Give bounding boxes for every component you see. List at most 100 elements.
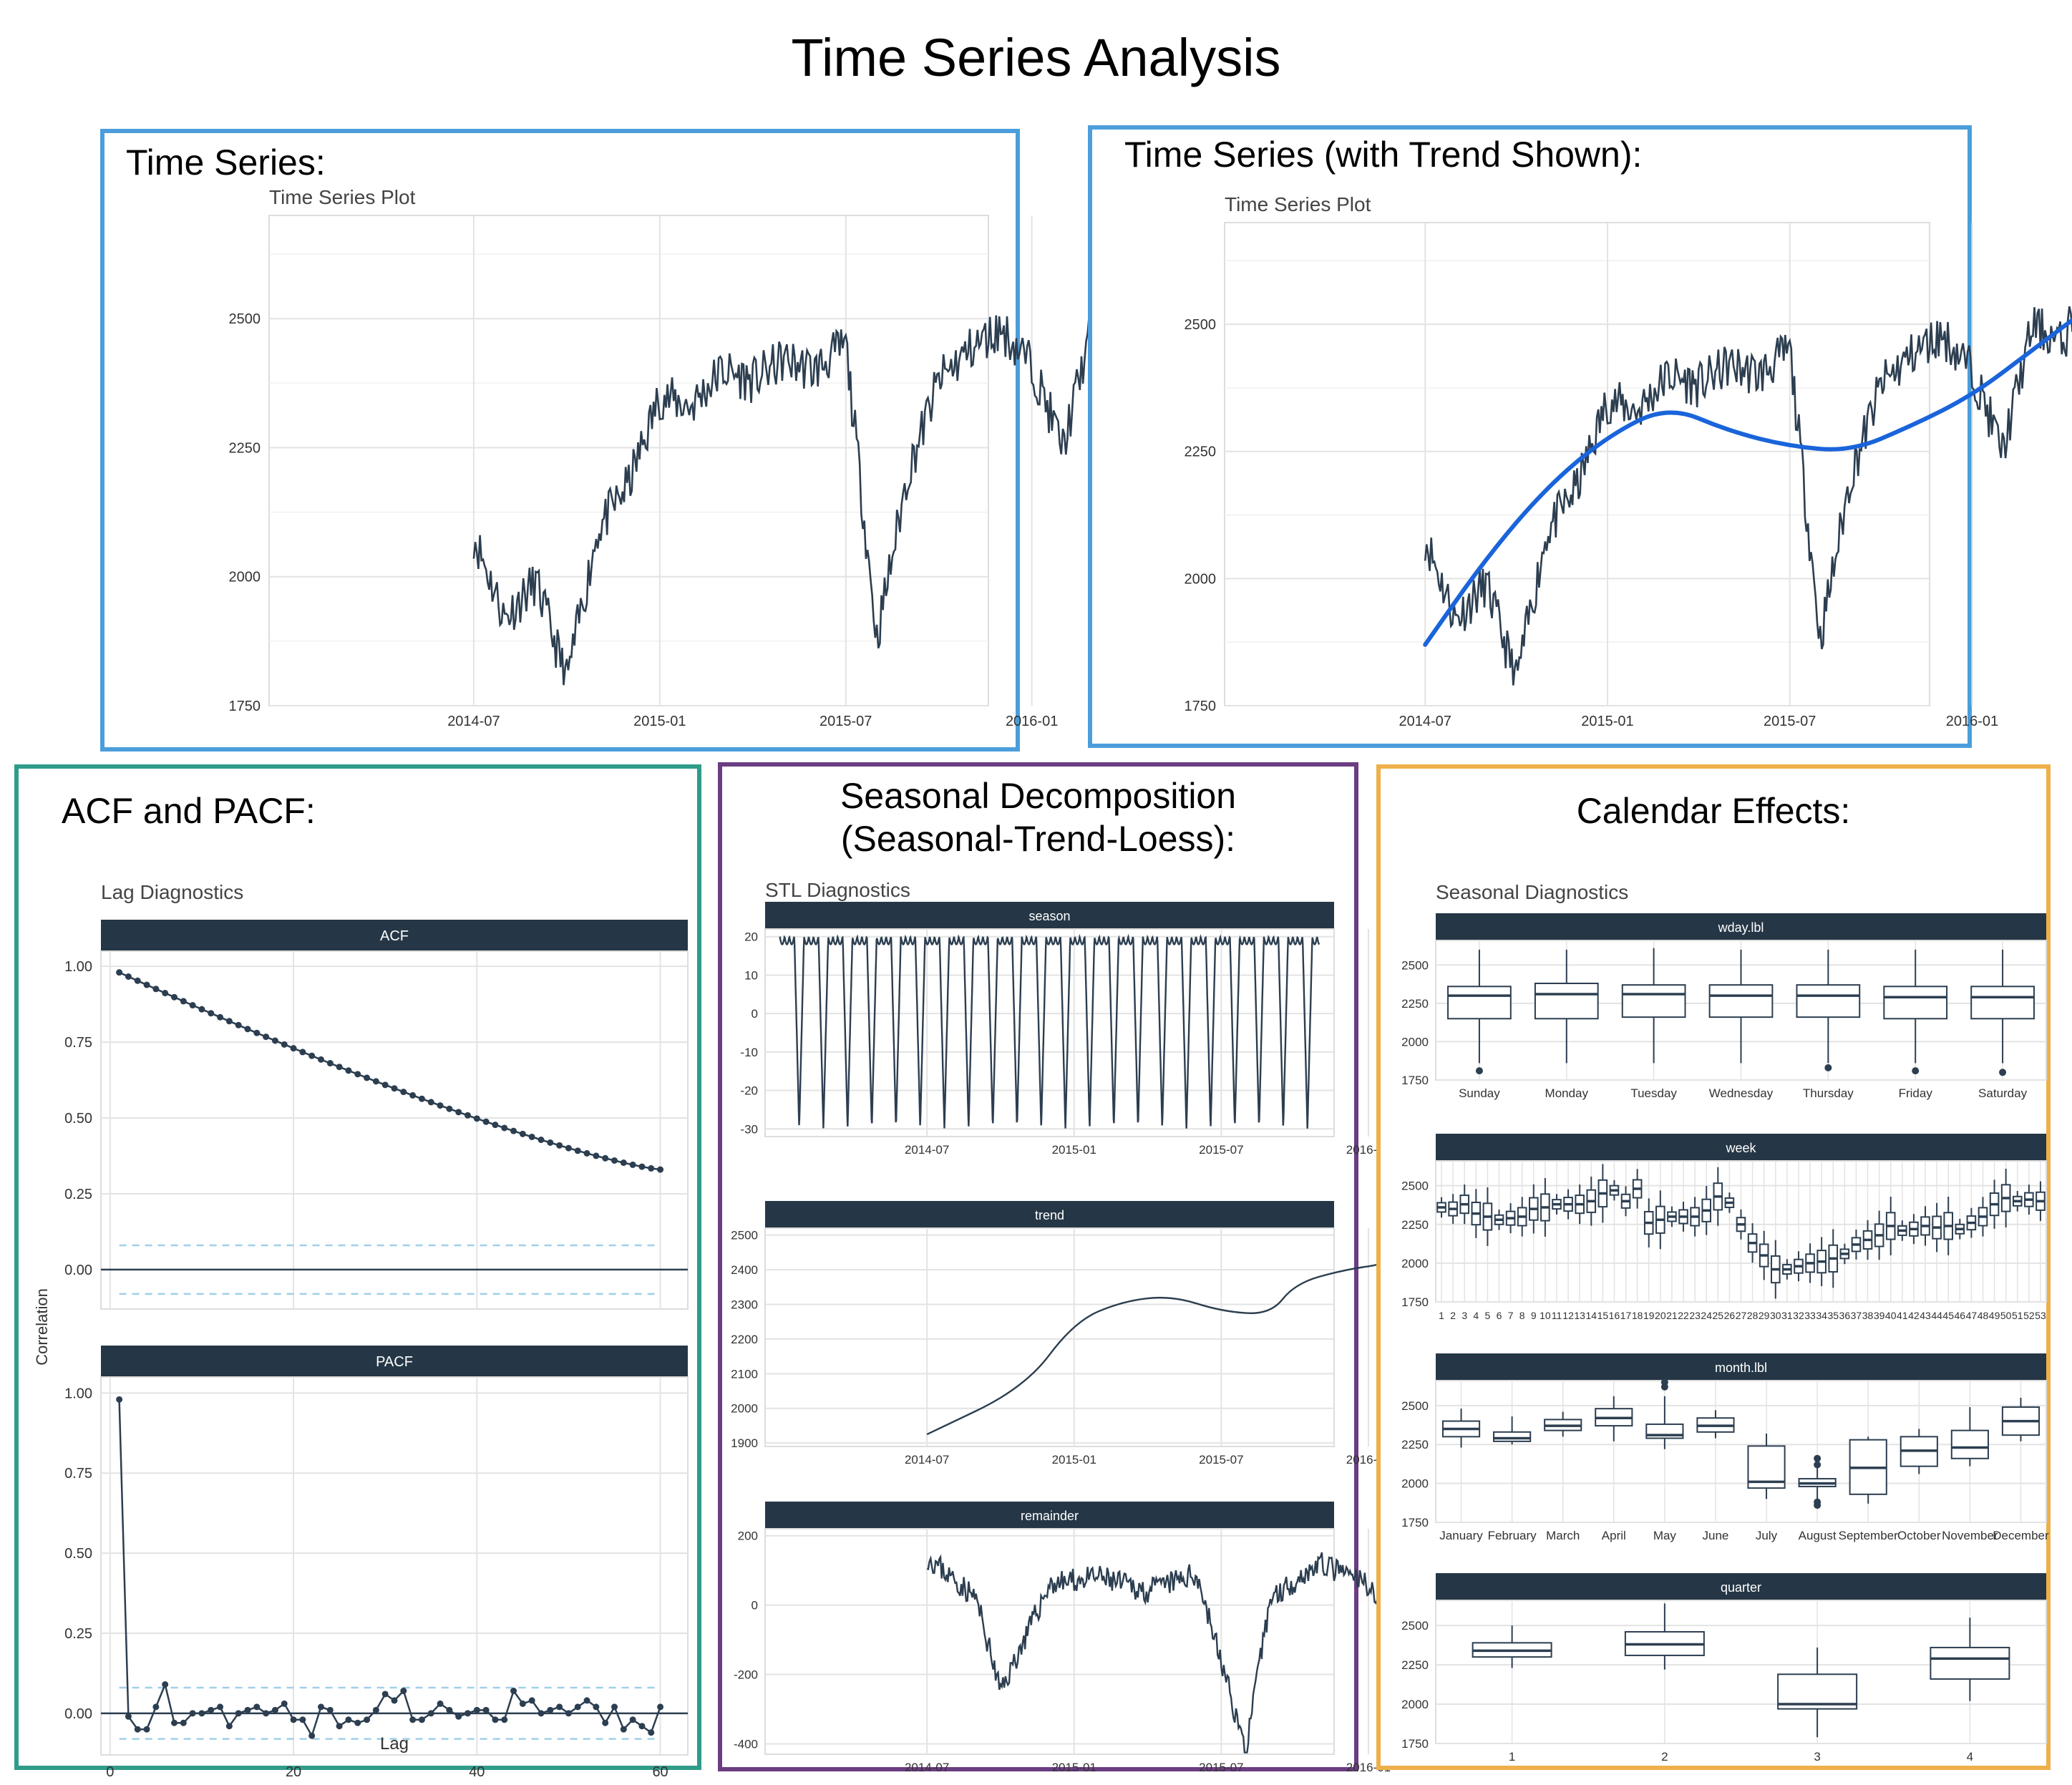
acf-y-tick-label: 0.75 bbox=[64, 1035, 92, 1051]
week-x-tick-label: 40 bbox=[1885, 1310, 1897, 1321]
pacf-point bbox=[253, 1703, 261, 1711]
trend-strip bbox=[765, 1201, 1334, 1228]
month-lbl-plot-area bbox=[1435, 1380, 2047, 1523]
month-lbl-x-tick-label: March bbox=[1546, 1529, 1580, 1542]
trend-line bbox=[926, 1227, 1467, 1436]
acf-point bbox=[345, 1067, 352, 1074]
wday-lbl-box bbox=[1883, 986, 1948, 1020]
ts-y-tick-label: 1750 bbox=[229, 699, 261, 714]
pacf-point bbox=[208, 1706, 215, 1713]
acf-x-axis-label: Lag bbox=[380, 1734, 409, 1754]
wday-lbl-x-tick-label: Monday bbox=[1545, 1086, 1589, 1100]
time-series-trend-chart: Time Series Plot 1750 2000 2250 2500 2014-07 2… bbox=[1185, 193, 2072, 729]
acf-point bbox=[336, 1064, 343, 1071]
pacf-point bbox=[528, 1697, 535, 1704]
week-x-tick-label: 44 bbox=[1931, 1310, 1942, 1321]
ts-trend-y-tick-label: 2000 bbox=[1185, 571, 1217, 587]
week-x-tick-label: 8 bbox=[1519, 1310, 1525, 1321]
acf-point bbox=[437, 1102, 444, 1109]
acf-point bbox=[538, 1137, 545, 1144]
acf-point bbox=[208, 1010, 215, 1017]
pacf-y-tick-label: 0.25 bbox=[64, 1626, 92, 1642]
quarter-x-tick-label: 2 bbox=[1661, 1750, 1668, 1764]
pacf-y-tick-label: 0.50 bbox=[64, 1546, 92, 1562]
acf-point bbox=[217, 1013, 224, 1021]
week-x-tick-label: 12 bbox=[1562, 1310, 1574, 1321]
ts-y-tick-label: 2500 bbox=[229, 311, 261, 327]
pacf-point bbox=[171, 1719, 177, 1726]
week-x-tick-label: 35 bbox=[1827, 1310, 1839, 1321]
week-x-tick-label: 48 bbox=[1978, 1310, 1989, 1321]
season-y-tick-label: -30 bbox=[740, 1122, 758, 1136]
week-x-tick-label: 5 bbox=[1485, 1310, 1491, 1321]
calendar-effects-panel: Calendar Effects: Seasonal Diagnostics wd… bbox=[1376, 764, 2051, 1770]
trend-y-tick-label: 2500 bbox=[731, 1229, 758, 1242]
season-x-tick-label: 2015-01 bbox=[1052, 1143, 1096, 1157]
acf-pacf-panel: ACF and PACF: Lag Diagnostics ACF 0.00 0.25… bbox=[14, 764, 701, 1780]
acf-point bbox=[629, 1161, 636, 1168]
pacf-point bbox=[336, 1723, 343, 1730]
week-x-tick-label: 32 bbox=[1793, 1310, 1804, 1321]
acf-point bbox=[152, 986, 160, 993]
week-x-tick-label: 22 bbox=[1678, 1310, 1689, 1321]
pacf-strip bbox=[101, 1346, 688, 1377]
ts-series-line bbox=[472, 240, 1157, 686]
acf-point bbox=[235, 1021, 242, 1028]
acf-point bbox=[318, 1056, 324, 1063]
acf-point bbox=[381, 1081, 389, 1089]
pacf-point bbox=[409, 1716, 417, 1723]
week-y-tick-label: 2250 bbox=[1401, 1218, 1429, 1232]
wday-lbl-strip bbox=[1436, 913, 2046, 940]
acf-point bbox=[116, 969, 123, 976]
pacf-point bbox=[308, 1732, 316, 1739]
pacf-point bbox=[465, 1710, 471, 1717]
week-x-tick-label: 15 bbox=[1597, 1310, 1609, 1321]
week-x-tick-label: 27 bbox=[1736, 1310, 1747, 1321]
wday-lbl-x-tick-label: Wednesday bbox=[1709, 1086, 1774, 1100]
ts-y-tick-label: 2250 bbox=[229, 440, 261, 456]
acf-point bbox=[400, 1089, 407, 1096]
week-x-tick-label: 29 bbox=[1759, 1310, 1770, 1321]
season-x-tick-label: 2014-07 bbox=[905, 1143, 949, 1157]
pacf-point bbox=[437, 1700, 444, 1707]
ts-trend-x-tick-label: 2014-07 bbox=[1399, 714, 1451, 729]
trend-y-tick-label: 2100 bbox=[731, 1367, 758, 1381]
pacf-point bbox=[364, 1716, 371, 1723]
week-y-tick-label: 1750 bbox=[1401, 1295, 1429, 1309]
acf-point bbox=[263, 1033, 270, 1041]
trend-y-tick-label: 1900 bbox=[731, 1436, 758, 1450]
week-x-tick-label: 31 bbox=[1781, 1310, 1793, 1321]
week-x-tick-label: 10 bbox=[1540, 1310, 1551, 1321]
week-x-tick-label: 43 bbox=[1920, 1310, 1931, 1321]
pacf-point bbox=[629, 1716, 636, 1723]
acf-point bbox=[308, 1052, 316, 1059]
week-x-tick-label: 38 bbox=[1862, 1310, 1874, 1321]
trend-x-tick-label: 2014-07 bbox=[905, 1453, 949, 1467]
wday-lbl-outlier bbox=[1999, 1069, 2007, 1076]
wday-lbl-y-tick-label: 1750 bbox=[1401, 1074, 1429, 1087]
pacf-point bbox=[290, 1716, 297, 1723]
pacf-point bbox=[446, 1706, 453, 1713]
week-x-tick-label: 45 bbox=[1942, 1310, 1954, 1321]
pacf-point bbox=[455, 1713, 462, 1720]
month-lbl-x-tick-label: October bbox=[1897, 1529, 1941, 1542]
stl-diagnostics-chart: STL Diagnosticsseason-30-20-10010202014-… bbox=[731, 879, 1468, 1774]
ts-trend-x-tick-label: 2015-01 bbox=[1581, 714, 1633, 729]
quarter-y-tick-label: 2250 bbox=[1401, 1658, 1429, 1672]
calendar-effects-heading: Calendar Effects: bbox=[1576, 791, 1851, 831]
ts-trend-x-tick-label: 2015-07 bbox=[1764, 714, 1816, 729]
acf-point bbox=[583, 1149, 590, 1157]
acf-point bbox=[492, 1122, 499, 1129]
month-lbl-x-tick-label: June bbox=[1703, 1529, 1729, 1542]
acf-point bbox=[528, 1133, 535, 1140]
pacf-point bbox=[217, 1703, 224, 1711]
acf-point bbox=[519, 1130, 526, 1137]
pacf-plot-area bbox=[100, 1376, 689, 1756]
quarter-x-tick-label: 1 bbox=[1509, 1750, 1515, 1764]
acf-point bbox=[547, 1139, 554, 1146]
time-series-heading: Time Series: bbox=[126, 142, 326, 183]
remainder-strip bbox=[765, 1502, 1334, 1529]
pacf-point bbox=[271, 1706, 278, 1713]
week-x-tick-label: 28 bbox=[1747, 1310, 1759, 1321]
week-x-tick-label: 47 bbox=[1966, 1310, 1978, 1321]
